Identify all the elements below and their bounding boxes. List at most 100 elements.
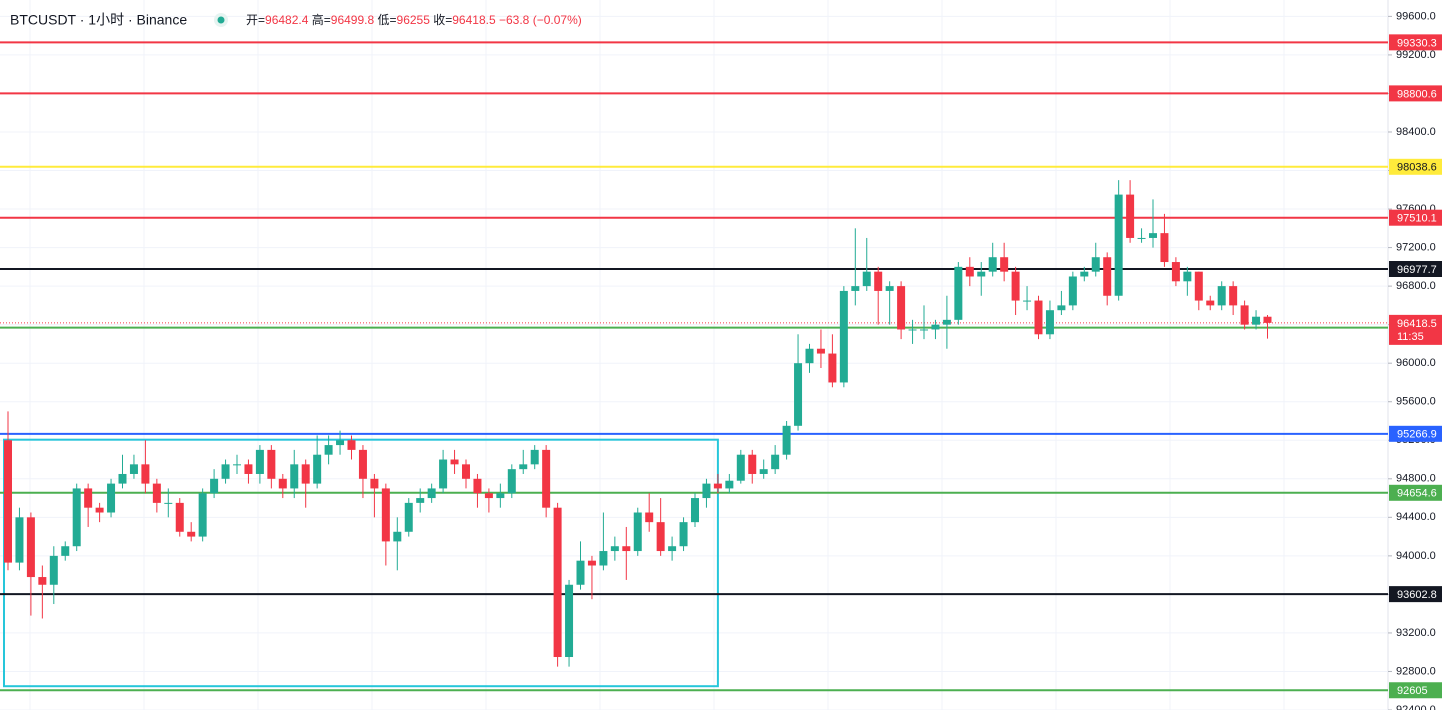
level-label: 96977.7 (1397, 264, 1437, 276)
level-label: 92605 (1397, 685, 1428, 697)
candle-body (381, 488, 390, 542)
candle-body (255, 449, 264, 474)
level-label: 99330.3 (1397, 37, 1437, 49)
candle-body (530, 449, 539, 465)
y-tick-label: 95600.0 (1396, 396, 1436, 408)
level-label-box (1389, 425, 1442, 442)
candle-body (141, 464, 150, 484)
candle-body (1000, 257, 1009, 272)
chart-title: BTCUSDT · 1小时 · Binance (10, 12, 187, 28)
candle-body (84, 488, 93, 508)
candle-body (370, 478, 379, 489)
countdown: 11:35 (1397, 331, 1424, 343)
y-tick-label: 96000.0 (1396, 357, 1436, 369)
candle-body (954, 266, 963, 320)
range-box (3, 438, 719, 688)
last-price-box (1389, 314, 1442, 345)
candle-body (622, 546, 631, 552)
y-tick-label: 97200.0 (1396, 241, 1436, 253)
candle-body (484, 493, 493, 499)
candle-body (416, 498, 425, 503)
level-label: 94654.6 (1397, 488, 1437, 500)
candle-body (908, 329, 917, 331)
candle-body (473, 478, 482, 494)
level-label-box (1389, 484, 1442, 501)
candle-body (1252, 316, 1261, 325)
candle-body (942, 319, 951, 325)
candle-body (1011, 271, 1020, 301)
candle-body (107, 483, 116, 513)
level-label: 98038.6 (1397, 162, 1437, 174)
candle-body (1183, 271, 1192, 282)
high-value: 96499.8 (331, 13, 375, 27)
level-label-box (1389, 85, 1442, 102)
candle-body (72, 488, 81, 547)
candle-body (1103, 257, 1112, 296)
candle-body (874, 271, 883, 291)
candle-body (885, 286, 894, 291)
candle-body (668, 546, 677, 552)
header: BTCUSDT · 1小时 · Binance 开=96482.4 高=9649… (10, 12, 582, 28)
candle-body (759, 469, 768, 474)
candle-body (267, 449, 276, 479)
candle-body (1034, 300, 1043, 335)
y-tick-label: 94800.0 (1396, 473, 1436, 485)
candle-body (576, 560, 585, 585)
candle-body (38, 577, 47, 585)
candle-body (782, 425, 791, 455)
candle-body (152, 483, 161, 503)
candle-body (244, 464, 253, 474)
y-tick-label: 98400.0 (1396, 126, 1436, 138)
candle-body (633, 512, 642, 552)
candle-body (496, 493, 505, 499)
candle-body (656, 522, 665, 552)
candle-body (565, 584, 574, 658)
candle-body (1149, 233, 1157, 238)
change-pct: (−0.07%) (533, 13, 582, 27)
candle-body (1057, 305, 1066, 311)
candle-body (507, 469, 516, 494)
y-tick-label: 94000.0 (1396, 550, 1436, 562)
candle-body (462, 464, 470, 479)
high-label: 高= (312, 12, 331, 27)
y-tick-label: 99200.0 (1396, 49, 1436, 61)
candle-body (1080, 271, 1089, 277)
candle-body (313, 454, 322, 484)
candle-body (301, 464, 310, 484)
candle-body (771, 454, 780, 470)
candle-body (1206, 300, 1215, 306)
candle-body (1240, 305, 1249, 325)
candle-body (599, 551, 608, 566)
ohlc-legend: 开=96482.4 高=96499.8 低=96255 收=96418.5 −6… (246, 12, 582, 27)
candle-body (920, 329, 928, 331)
candle-body (1194, 271, 1203, 301)
close-label: 收= (433, 13, 452, 27)
candle-body (450, 459, 459, 465)
low-label: 低= (378, 13, 397, 27)
change: −63.8 (499, 13, 530, 27)
candle-body (1126, 194, 1135, 238)
candle-body (129, 464, 138, 474)
candle-body (519, 464, 528, 470)
candle-body (26, 517, 35, 578)
candle-body (897, 286, 906, 330)
candle-body (233, 464, 241, 466)
candle-body (851, 286, 860, 291)
candle-body (691, 498, 699, 523)
candle-body (49, 555, 58, 585)
candle-body (725, 480, 734, 489)
candle-body (198, 493, 207, 537)
candle-body (175, 502, 184, 532)
close-value: 96418.5 (452, 13, 496, 27)
candle-body (336, 440, 345, 446)
level-label-box (1389, 586, 1442, 603)
candle-body (862, 271, 871, 287)
level-label-box (1389, 682, 1442, 699)
y-tick-label: 96800.0 (1396, 280, 1436, 292)
y-tick-label: 93200.0 (1396, 627, 1436, 639)
candle-body (828, 353, 837, 383)
status-dot (217, 16, 225, 24)
candle-body (221, 464, 230, 479)
candle-body (713, 483, 722, 489)
